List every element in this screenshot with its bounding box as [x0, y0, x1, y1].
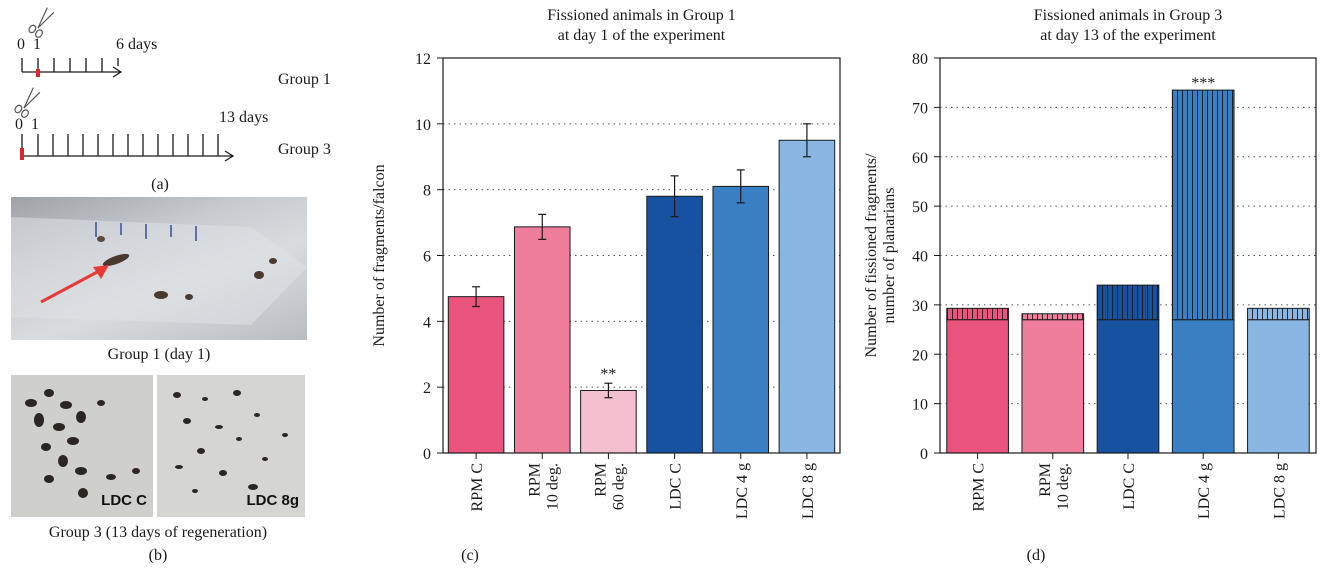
group1-photo: [11, 197, 307, 340]
y-tick-label: 6: [423, 249, 431, 266]
group3-photo-caption: Group 3 (13 days of regeneration): [0, 525, 316, 541]
x-tick-label: RPM C: [971, 463, 988, 511]
x-tick-label-line: LDC 4 g: [734, 463, 751, 519]
x-tick-label-line: LDC 8 g: [800, 463, 817, 519]
x-tick-label: RPM 10 deg.: [1037, 463, 1072, 510]
y-axis-label: Number of fissioned fragments/number of …: [863, 153, 898, 358]
panel-b-label: (b): [138, 548, 178, 564]
group1-start-label: 0: [17, 37, 25, 53]
x-tick-label: LDC C: [668, 463, 685, 510]
x-tick-label: LDC 8 g: [1271, 463, 1288, 519]
scissors-icon: [28, 6, 57, 39]
bar: [647, 196, 703, 453]
y-axis-label-line: Number of fissioned fragments/: [863, 153, 880, 358]
group3-name: Group 3: [278, 142, 331, 158]
bar-hatched: [947, 308, 1009, 319]
group1-name: Group 1: [278, 72, 331, 88]
y-axis-label: Number of fragments/falcon: [371, 164, 388, 346]
y-tick-label: 40: [912, 249, 928, 266]
y-tick-label: 4: [423, 314, 431, 331]
ldc-8g-photo: LDC 8g: [157, 375, 305, 517]
chart-title-line: Fissioned animals in Group 3: [1034, 7, 1222, 24]
chart-c: Fissioned animals in Group 1 at day 1 of …: [340, 0, 860, 580]
significance-label: ***: [1191, 75, 1215, 92]
y-tick-label: 10: [912, 397, 928, 414]
x-tick-label-line: RPM C: [971, 463, 988, 511]
group1-cut-marker: [36, 69, 40, 77]
y-axis-label-line: number of planarians: [881, 188, 898, 324]
x-tick-label-line: 10 deg.: [1055, 463, 1072, 510]
x-tick-label: RPM C: [469, 463, 486, 511]
panel-a-label: (a): [140, 177, 180, 193]
bar: [581, 390, 637, 453]
ldc-8g-photo-tag: LDC 8g: [247, 492, 300, 509]
x-tick-label-line: RPM: [592, 463, 609, 497]
bar-hatched: [1172, 90, 1234, 320]
x-tick-label: RPM 60 deg.: [592, 463, 627, 510]
panel-c-label: (c): [420, 548, 520, 564]
x-tick-label: LDC 8 g: [800, 463, 817, 519]
bar-base: [1022, 320, 1084, 453]
chart-title-line: at day 1 of the experiment: [558, 27, 726, 44]
bar: [779, 140, 835, 453]
y-tick-label: 12: [415, 51, 431, 68]
y-tick-label: 50: [912, 199, 928, 216]
group3-end-label: 13 days: [219, 110, 268, 126]
x-tick-label: LDC 4 g: [734, 463, 751, 519]
bar: [448, 297, 504, 453]
bar-hatched: [1097, 285, 1159, 320]
x-tick-label-line: LDC C: [1121, 463, 1138, 510]
bar-hatched: [1022, 314, 1084, 320]
y-tick-label: 2: [423, 380, 431, 397]
bar: [514, 227, 570, 453]
x-tick-label-line: RPM: [526, 463, 543, 497]
x-tick-label: LDC 4 g: [1196, 463, 1213, 519]
x-tick-label-line: LDC 8 g: [1271, 463, 1288, 519]
y-tick-label: 80: [912, 51, 928, 68]
y-tick-label: 10: [415, 117, 431, 134]
chart-c-svg: Fissioned animals in Group 1 at day 1 of …: [340, 0, 860, 540]
y-tick-label: 70: [912, 100, 928, 117]
y-tick-label: 0: [920, 446, 928, 463]
scissors-icon: [14, 86, 43, 119]
group3-cut-label: 1: [31, 117, 39, 133]
y-tick-label: 60: [912, 150, 928, 167]
x-tick-label-line: LDC C: [668, 463, 685, 510]
x-tick-label-line: RPM: [1037, 463, 1054, 497]
group3-cut-marker: [20, 148, 24, 160]
y-tick-label: 30: [912, 298, 928, 315]
x-tick-label: RPM 10 deg.: [526, 463, 561, 510]
bar-base: [1248, 320, 1310, 453]
significance-label: **: [600, 366, 616, 383]
chart-title-line: at day 13 of the experiment: [1040, 27, 1216, 44]
chart-d-svg: Fissioned animals in Group 3 at day 13 of…: [860, 0, 1331, 540]
chart-d: Fissioned animals in Group 3 at day 13 of…: [860, 0, 1331, 580]
ldc-c-photo-tag: LDC C: [101, 492, 147, 509]
x-tick-label-line: 60 deg.: [610, 463, 627, 510]
bar-base: [1172, 320, 1234, 453]
chart-title-line: Fissioned animals in Group 1: [547, 7, 735, 24]
bar: [713, 186, 769, 453]
x-tick-label: LDC C: [1121, 463, 1138, 510]
y-tick-label: 0: [423, 446, 431, 463]
y-tick-label: 20: [912, 347, 928, 364]
y-tick-label: 8: [423, 183, 431, 200]
bar-hatched: [1248, 308, 1310, 319]
x-tick-label-line: 10 deg.: [544, 463, 561, 510]
group3-start-label: 0: [15, 117, 23, 133]
panel-d-label: (d): [986, 548, 1086, 564]
group1-photo-caption: Group 1 (day 1): [11, 347, 307, 363]
bar-base: [1097, 320, 1159, 453]
group1-end-label: 6 days: [116, 37, 157, 53]
ldc-c-photo: LDC C: [11, 375, 153, 517]
bar-base: [947, 320, 1009, 453]
group1-cut-label: 1: [33, 37, 41, 53]
x-tick-label-line: RPM C: [469, 463, 486, 511]
x-tick-label-line: LDC 4 g: [1196, 463, 1213, 519]
